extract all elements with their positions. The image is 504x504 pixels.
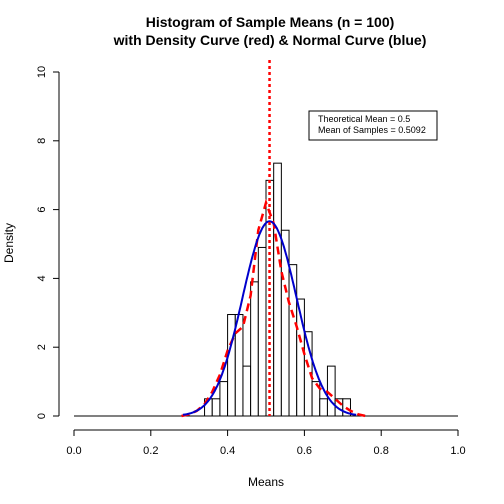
axes: 0.0 0.2 0.4 0.6 0.8 1.0 0 2 4 6 8 10 — [36, 66, 466, 457]
histogram-bar-14 — [303, 331, 313, 417]
histogram-bar-16 — [319, 398, 328, 417]
histogram-bar-10 — [273, 162, 282, 417]
y-tick-label: 6 — [36, 207, 48, 213]
legend: Theoretical Mean = 0.5 Mean of Samples =… — [308, 110, 438, 141]
legend-box — [308, 110, 438, 141]
chart-subtitle: with Density Curve (red) & Normal Curve … — [113, 32, 427, 48]
y-tick-label: 10 — [36, 66, 48, 78]
curves — [181, 60, 367, 418]
x-tick-label: 0.2 — [143, 445, 158, 457]
histogram-bar-17 — [326, 365, 336, 417]
y-axis-label: Density — [2, 223, 16, 263]
histogram-bar-12 — [288, 264, 298, 417]
histogram-bar-3 — [219, 381, 229, 417]
x-tick-label: 0.8 — [374, 445, 389, 457]
legend-item-sample-mean: Mean of Samples = 0.5092 — [318, 125, 426, 135]
x-axis-label: Means — [248, 475, 284, 489]
y-tick-label: 2 — [36, 344, 48, 350]
y-tick-label: 0 — [36, 413, 48, 419]
x-tick-label: 0.6 — [297, 445, 312, 457]
y-tick-label: 4 — [36, 275, 48, 281]
x-tick-label: 1.0 — [450, 445, 465, 457]
histogram-bars — [74, 162, 458, 417]
y-tick-label: 8 — [36, 138, 48, 144]
legend-item-theoretical-mean: Theoretical Mean = 0.5 — [318, 114, 410, 124]
x-tick-label: 0.0 — [66, 445, 81, 457]
histogram-bar-7 — [250, 281, 259, 417]
histogram-bar-2 — [211, 398, 221, 417]
x-tick-label: 0.4 — [220, 445, 235, 457]
normal-curve — [182, 220, 357, 416]
chart-title: Histogram of Sample Means (n = 100) — [146, 14, 395, 30]
histogram-bar-6 — [242, 365, 252, 417]
histogram-bar-8 — [257, 246, 267, 417]
